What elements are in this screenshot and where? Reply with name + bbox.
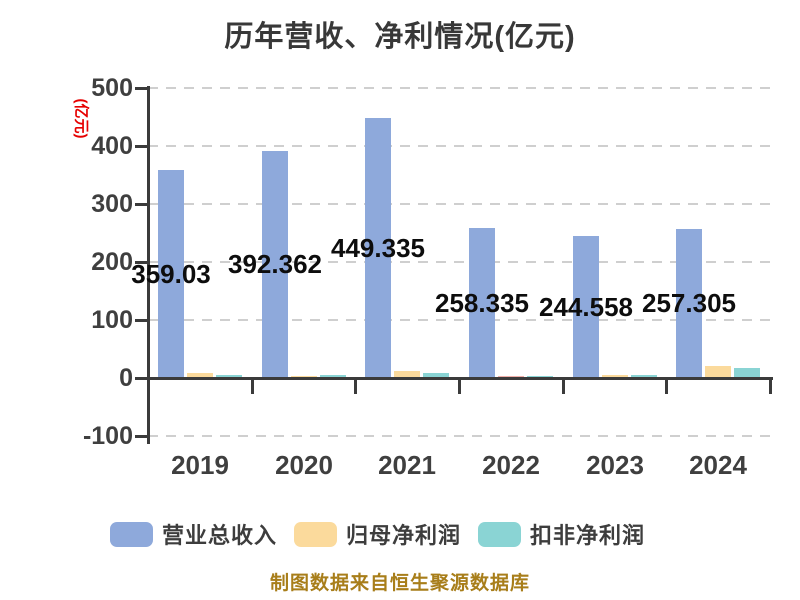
x-tick-6	[769, 378, 772, 394]
x-tick-4	[562, 378, 565, 394]
bar-series2-2024	[734, 368, 760, 378]
y-tick-label-500: 500	[91, 74, 133, 102]
y-tick-label-200: 200	[91, 248, 133, 276]
y-tick-label-400: 400	[91, 132, 133, 160]
bar-series1-2024	[705, 366, 731, 378]
bar-series1-2019	[187, 373, 213, 378]
bar-series1-2021	[394, 371, 420, 378]
bar-series0-2022	[469, 228, 495, 378]
y-tick-label-300: 300	[91, 190, 133, 218]
value-label-2020: 392.362	[228, 249, 322, 279]
bar-series2-2021	[423, 373, 449, 378]
y-tick-400	[135, 145, 148, 148]
value-label-2019: 359.03	[131, 259, 211, 289]
gridline-400	[148, 145, 772, 147]
legend-item-deducted-net-profit[interactable]: 扣非净利润	[478, 518, 645, 550]
x-tick-label-2019: 2019	[171, 450, 229, 480]
x-tick-label-2023: 2023	[586, 450, 644, 480]
legend-item-net-profit[interactable]: 归母净利润	[294, 518, 461, 550]
y-tick--100	[135, 435, 148, 438]
y-tick-500	[135, 87, 148, 90]
y-tick-200	[135, 261, 148, 264]
y-tick-100	[135, 319, 148, 322]
value-label-2022: 258.335	[435, 288, 529, 318]
gridline-500	[148, 87, 772, 89]
gridline-200	[148, 261, 772, 263]
x-tick-3	[458, 378, 461, 394]
y-tick-300	[135, 203, 148, 206]
bar-series1-2023	[602, 375, 628, 378]
bar-series2-2019	[216, 375, 242, 378]
gridline--100	[148, 435, 772, 437]
legend-swatch-deducted-net-profit	[478, 521, 522, 547]
bar-series2-2020	[320, 375, 346, 378]
value-label-2023: 244.558	[539, 292, 633, 322]
y-tick-0	[135, 377, 148, 380]
x-tick-0	[147, 378, 150, 394]
bar-series0-2020	[262, 151, 288, 378]
y-tick-label-100: 100	[91, 306, 133, 334]
x-tick-1	[251, 378, 254, 394]
data-source-note: 制图数据来自恒生聚源数据库	[269, 573, 530, 594]
x-tick-label-2021: 2021	[378, 450, 436, 480]
value-label-2021: 449.335	[331, 233, 425, 263]
x-tick-label-2024: 2024	[689, 450, 747, 480]
legend-label-net-profit: 归母净利润	[346, 523, 462, 548]
chart-title: 历年营收、净利情况(亿元)	[224, 21, 576, 53]
x-tick-label-2022: 2022	[482, 450, 540, 480]
x-tick-label-2020: 2020	[275, 450, 333, 480]
y-axis-line	[147, 86, 150, 444]
bar-series0-2021	[365, 118, 391, 378]
bar-series0-2024	[676, 229, 702, 378]
bar-series0-2023	[573, 236, 599, 378]
legend-swatch-net-profit	[294, 521, 338, 547]
y-tick-label-0: 0	[119, 364, 133, 392]
bar-series0-2019	[158, 170, 184, 378]
legend-label-deducted-net-profit: 扣非净利润	[530, 523, 646, 548]
legend-swatch-total-revenue	[110, 521, 153, 547]
y-tick-label--100: -100	[82, 422, 133, 450]
x-tick-2	[354, 378, 357, 394]
gridline-100	[148, 319, 772, 321]
legend-label-total-revenue: 营业总收入	[162, 523, 278, 548]
gridline-300	[148, 203, 772, 205]
x-tick-5	[665, 378, 668, 394]
legend: 营业总收入 归母净利润 扣非净利润	[110, 518, 645, 550]
legend-item-total-revenue[interactable]: 营业总收入	[110, 518, 277, 550]
value-label-2024: 257.305	[642, 288, 736, 318]
bar-series2-2023	[631, 375, 657, 378]
